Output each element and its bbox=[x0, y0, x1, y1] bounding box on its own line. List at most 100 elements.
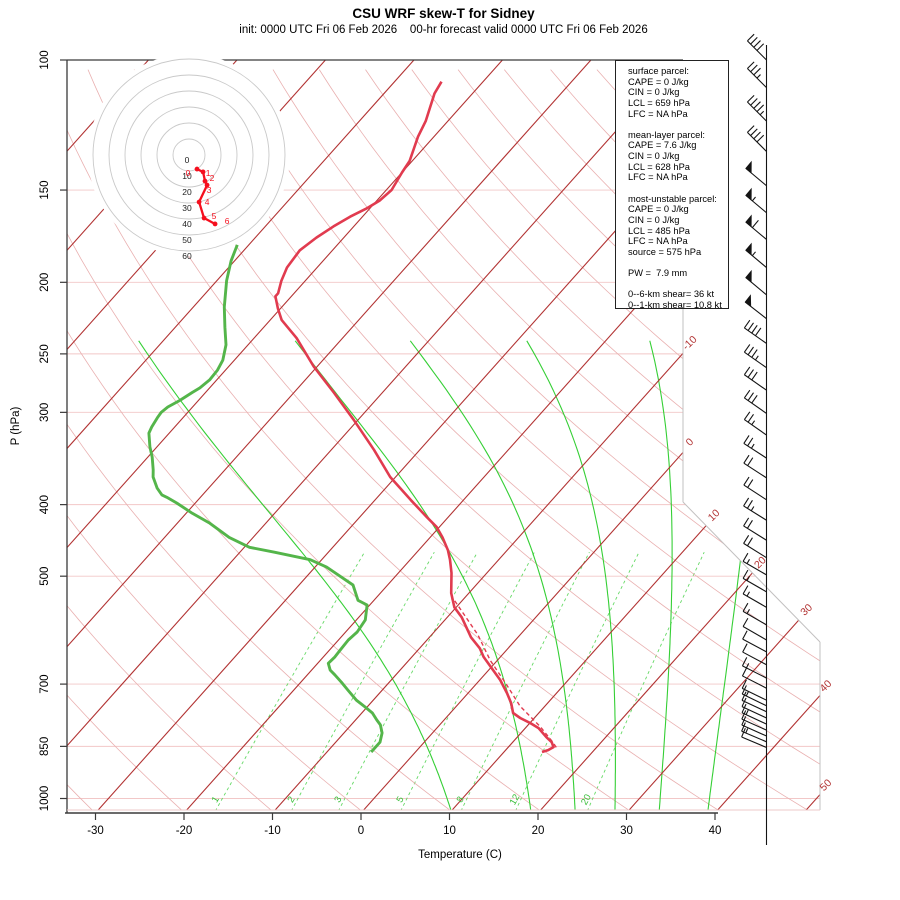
info-line: LFC = NA hPa bbox=[628, 108, 688, 119]
mixing-ratio-label: 12 bbox=[508, 792, 523, 807]
p-tick-label: 250 bbox=[39, 344, 51, 363]
hodograph-km-label: 2 bbox=[210, 173, 215, 183]
sounding-curves bbox=[147, 81, 559, 754]
x-axis-label: Temperature (C) bbox=[418, 849, 502, 861]
info-line: 0--1-km shear= 10.8 kt bbox=[628, 300, 722, 311]
hodograph-point bbox=[212, 221, 218, 227]
dry-adiabat-line bbox=[457, 69, 820, 810]
isotherm-line bbox=[67, 60, 680, 810]
mixing-ratio-line bbox=[586, 552, 705, 810]
x-tick-label: -10 bbox=[264, 825, 281, 837]
hodograph-ring-label: 60 bbox=[182, 251, 192, 261]
wind-barb bbox=[741, 679, 767, 701]
hodograph-ring bbox=[140, 106, 238, 204]
p-tick-label: 850 bbox=[39, 737, 51, 756]
wind-barb bbox=[743, 389, 767, 414]
hodograph-point bbox=[202, 178, 208, 184]
isotherm-line bbox=[540, 60, 820, 810]
info-line: mean-layer parcel: bbox=[628, 129, 705, 140]
hodograph-ring-label: 10 bbox=[182, 171, 192, 181]
wind-barb-column bbox=[741, 33, 768, 845]
wind-barb bbox=[744, 294, 767, 320]
x-tick-label: 20 bbox=[532, 825, 545, 837]
mixing-ratio-line bbox=[400, 551, 535, 810]
mixing-ratio-line bbox=[290, 551, 435, 810]
moist-adiabat-line bbox=[409, 340, 576, 810]
wind-barb bbox=[741, 716, 767, 737]
wind-barb bbox=[747, 125, 767, 152]
wind-barb bbox=[742, 602, 767, 626]
moist-adiabat-line bbox=[294, 340, 532, 810]
dry-adiabat-line bbox=[318, 69, 820, 810]
hodograph-point bbox=[204, 182, 210, 188]
info-line bbox=[628, 279, 728, 290]
info-line: LFC = NA hPa bbox=[628, 172, 688, 183]
isotherm-line bbox=[67, 60, 592, 810]
x-tick-label: -20 bbox=[176, 825, 193, 837]
isotherm-edge-label: 10 bbox=[706, 507, 723, 524]
info-line: CAPE = 0 J/kg bbox=[628, 204, 689, 215]
hodograph-ring bbox=[108, 74, 270, 236]
axis-ticks: -30 -20 -10 0 10 20 30 401001502002503004005007… bbox=[39, 50, 721, 837]
mixing-ratio-line bbox=[515, 552, 640, 810]
wind-barb bbox=[745, 242, 767, 268]
wind-barb bbox=[741, 691, 767, 713]
wind-barb bbox=[747, 33, 767, 61]
hodograph-ring-label: 0 bbox=[185, 155, 190, 165]
dry-adiabat-line bbox=[180, 69, 820, 810]
info-line: LFC = NA hPa bbox=[628, 236, 688, 247]
p-tick-label: 150 bbox=[39, 180, 51, 199]
wind-barb bbox=[745, 214, 767, 240]
dry-adiabat-line bbox=[67, 69, 452, 810]
info-line: LCL = 628 hPa bbox=[628, 161, 690, 172]
wind-barb bbox=[743, 476, 767, 501]
info-line: most-unstable parcel: bbox=[628, 193, 717, 204]
hodograph-km-label: 6 bbox=[225, 216, 230, 226]
p-tick-label: 200 bbox=[39, 273, 51, 292]
wind-barb bbox=[743, 517, 767, 541]
wind-barb bbox=[743, 344, 767, 369]
isotherm-line bbox=[67, 60, 503, 810]
info-line: LCL = 485 hPa bbox=[628, 225, 690, 236]
wind-barb bbox=[747, 94, 767, 122]
wind-barb bbox=[743, 454, 767, 479]
wind-barb bbox=[741, 727, 767, 749]
moist-adiabat-line bbox=[526, 340, 616, 810]
mixing-ratio-label: 2 bbox=[285, 795, 297, 805]
wind-barb bbox=[741, 697, 767, 719]
wind-barb bbox=[747, 61, 767, 89]
dry-adiabat-line bbox=[67, 69, 273, 810]
wind-barb bbox=[741, 667, 767, 689]
hodograph-km-label: 3 bbox=[207, 185, 212, 195]
hodograph-ring-label: 20 bbox=[182, 187, 192, 197]
wind-barb bbox=[742, 643, 767, 666]
info-line: CIN = 0 J/kg bbox=[628, 87, 680, 98]
info-line: LCL = 659 hPa bbox=[628, 97, 690, 108]
dry-adiabat-line bbox=[67, 69, 362, 810]
dry-adiabat-line bbox=[272, 69, 820, 810]
mixing-ratio-label: 1 bbox=[210, 795, 222, 805]
isotherm-line bbox=[628, 60, 820, 810]
wind-barb bbox=[743, 366, 767, 391]
wind-barb bbox=[742, 552, 767, 576]
p-tick-label: 1000 bbox=[39, 786, 51, 812]
info-line: CAPE = 7.6 J/kg bbox=[628, 140, 697, 151]
isotherm-line bbox=[0, 60, 60, 810]
hodograph-point bbox=[201, 215, 207, 221]
mixing-ratio-label: 5 bbox=[394, 795, 406, 805]
info-line bbox=[628, 183, 728, 194]
wind-barb bbox=[741, 722, 767, 743]
info-line bbox=[628, 119, 728, 130]
temperature-curve bbox=[274, 81, 555, 754]
p-tick-label: 500 bbox=[39, 567, 51, 586]
wind-barb bbox=[742, 585, 767, 608]
hodograph-ring bbox=[156, 122, 222, 188]
mixing-ratio-label: 20 bbox=[579, 792, 594, 807]
isotherm-line bbox=[67, 60, 415, 810]
frame-diagonal bbox=[682, 501, 821, 643]
isotherm-line bbox=[274, 60, 820, 810]
dry-adiabat-line bbox=[226, 69, 820, 810]
info-line: source = 575 hPa bbox=[628, 246, 702, 257]
